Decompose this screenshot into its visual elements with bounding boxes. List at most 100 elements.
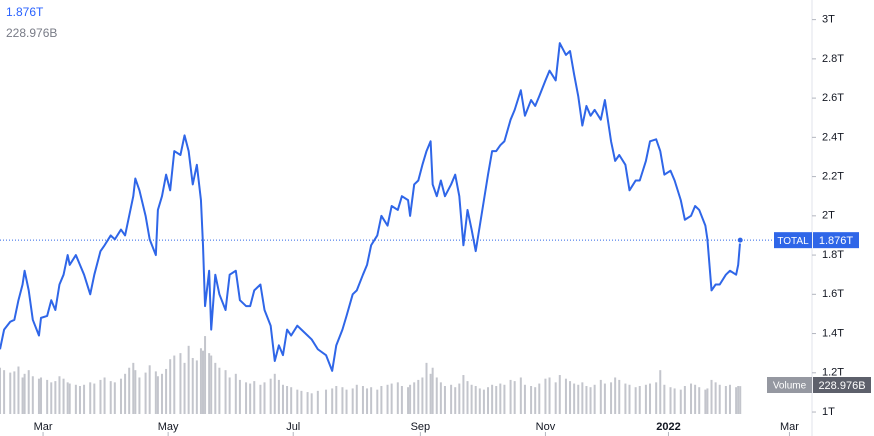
volume-bar — [390, 383, 393, 414]
volume-bar — [234, 373, 237, 414]
volume-bar — [109, 381, 112, 414]
volume-bar — [169, 359, 172, 414]
volume-bar — [421, 377, 424, 414]
volume-bar — [523, 384, 526, 414]
volume-bar — [195, 360, 198, 414]
volume-bar — [624, 383, 627, 414]
volume-tag — [767, 377, 812, 393]
volume-bar — [341, 387, 344, 414]
volume-bar — [655, 382, 658, 414]
y-tick-label: 2.6T — [822, 92, 844, 104]
price-tag-label: 1.876T — [819, 235, 854, 247]
y-tick-label: 1.6T — [822, 288, 844, 300]
volume-bar — [310, 393, 313, 414]
volume-bar — [66, 382, 69, 414]
volume-bar — [228, 377, 231, 414]
y-tick-label: 1.4T — [822, 327, 844, 339]
volume-bar — [694, 384, 697, 414]
y-tick-label: 1.8T — [822, 249, 844, 261]
price-layer — [0, 42, 812, 372]
y-tick-label: 2.2T — [822, 170, 844, 182]
volume-bar — [273, 373, 276, 414]
volume-bar — [119, 378, 122, 414]
volume-bar — [618, 379, 621, 414]
volume-bar — [577, 384, 580, 414]
volume-bar — [644, 384, 647, 414]
volume-bar — [649, 383, 652, 414]
volume-bar — [396, 382, 399, 414]
x-tick-label: Sep — [411, 421, 431, 433]
volume-layer — [0, 336, 742, 414]
volume-bar — [478, 388, 481, 414]
volume-bar — [269, 378, 272, 414]
volume-bar — [659, 370, 662, 414]
volume-bar — [739, 386, 742, 414]
volume-bar — [435, 377, 438, 414]
volume-bar — [316, 390, 319, 414]
volume-bar — [99, 379, 102, 414]
volume-bar — [245, 382, 248, 414]
volume-bar — [351, 388, 354, 414]
volume-bar — [3, 370, 6, 414]
volume-bar — [331, 388, 334, 414]
volume-bar — [134, 370, 137, 414]
volume-bar — [58, 376, 61, 414]
volume-bar — [187, 345, 190, 414]
series-tag — [774, 232, 812, 249]
volume-bar — [263, 382, 266, 414]
y-tick-label: 1.2T — [822, 367, 844, 379]
volume-bar — [366, 388, 369, 414]
y-tick-label: 2.8T — [822, 53, 844, 65]
volume-bar — [634, 387, 637, 414]
volume-bar — [50, 382, 53, 414]
volume-bar — [585, 385, 588, 414]
volume-bar — [704, 389, 707, 414]
volume-bar — [202, 350, 204, 414]
y-tick-label: 3T — [822, 14, 835, 26]
volume-bar — [548, 377, 551, 414]
volume-bar — [400, 385, 403, 414]
volume-name: Volume — [773, 381, 807, 392]
volume-bar — [23, 373, 26, 414]
volume-bar — [154, 371, 157, 414]
volume-bar — [544, 378, 547, 414]
volume-bar — [380, 385, 383, 414]
volume-bar — [466, 381, 469, 414]
volume-bar — [345, 389, 348, 414]
volume-bar — [413, 382, 416, 414]
volume-bar — [355, 384, 358, 414]
volume-bar — [450, 384, 453, 414]
volume-bar — [429, 373, 432, 414]
y-tick-label: 1T — [822, 406, 835, 418]
volume-bar — [179, 353, 182, 414]
volume-bar — [683, 385, 686, 414]
volume-bar — [199, 348, 202, 414]
volume-bar — [214, 362, 217, 414]
y-tick-label: 2T — [822, 210, 835, 222]
volume-bar — [138, 377, 141, 414]
volume-bar — [573, 383, 576, 414]
volume-bar — [519, 377, 522, 414]
volume-bar — [144, 372, 147, 414]
volume-bar — [13, 371, 16, 414]
volume-bar — [530, 385, 533, 414]
volume-bar — [474, 385, 477, 414]
volume-bar — [462, 375, 465, 414]
volume-bar — [728, 384, 731, 414]
x-tick-label: Mar — [34, 421, 53, 433]
volume-bar — [710, 379, 713, 414]
y-tick-label: 2.4T — [822, 131, 844, 143]
volume-bar — [407, 387, 410, 414]
volume-bar — [663, 384, 666, 414]
volume-bar — [306, 392, 309, 414]
volume-bar — [610, 382, 613, 414]
x-tick-label: Mar — [780, 421, 799, 433]
volume-bar — [431, 367, 434, 414]
volume-bar — [503, 384, 506, 414]
volume-bar — [148, 365, 151, 414]
volume-bar — [40, 377, 43, 414]
x-tick-label: Nov — [536, 421, 556, 433]
volume-bar — [361, 385, 364, 414]
volume-bar — [113, 382, 116, 414]
